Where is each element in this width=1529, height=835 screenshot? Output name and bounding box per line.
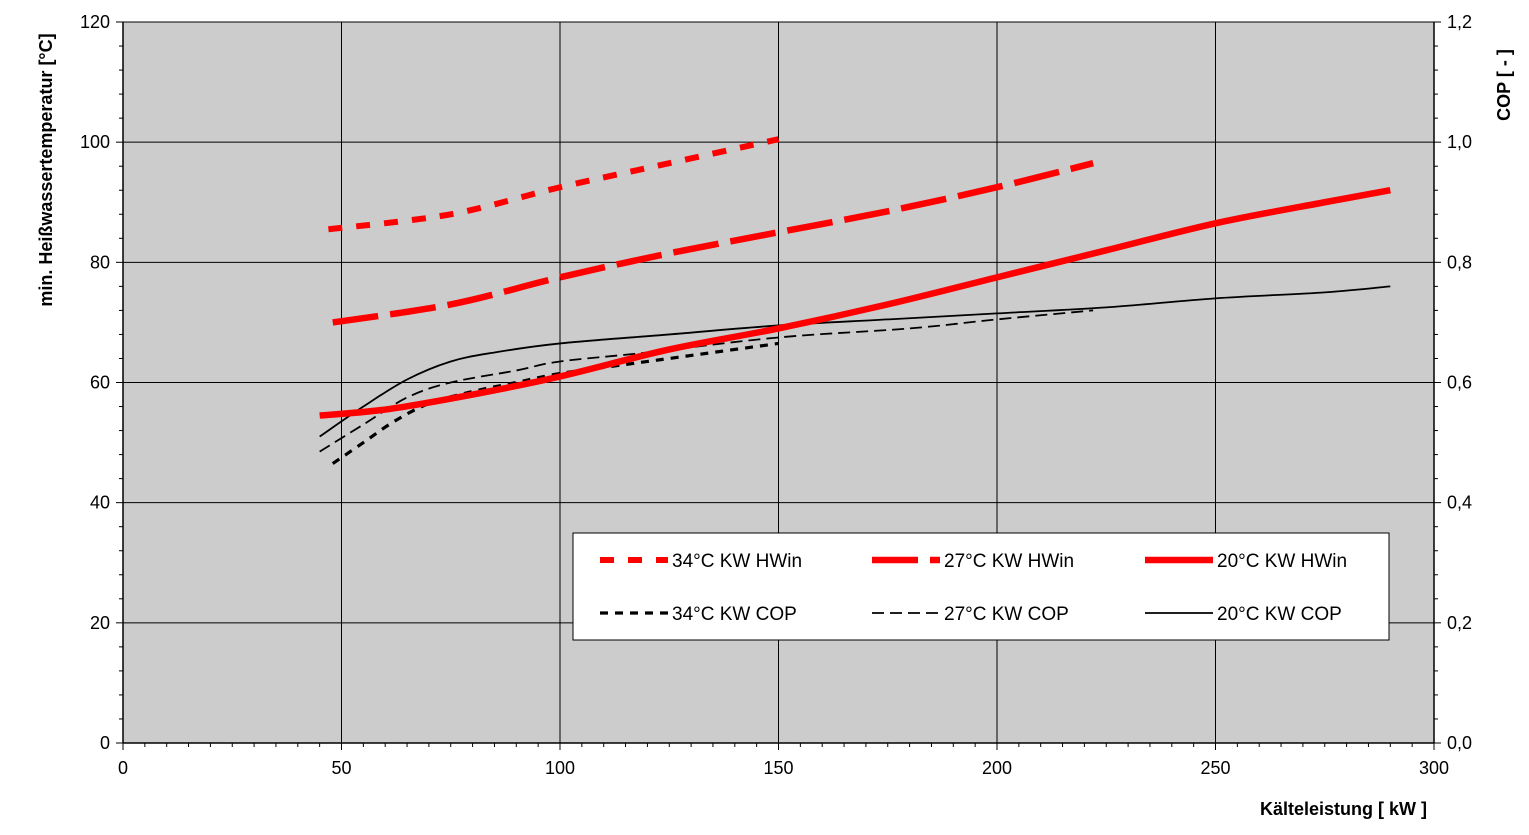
y-left-tick-label: 80	[90, 252, 110, 272]
y-left-tick-label: 120	[80, 12, 110, 32]
series-line-1	[332, 160, 1094, 326]
y-left-tick-label: 40	[90, 493, 110, 513]
y-left-tick-label: 100	[80, 132, 110, 152]
y-right-tick-label: 0,0	[1447, 733, 1472, 753]
y-left-tick-label: 20	[90, 613, 110, 633]
legend-label: 27°C KW COP	[944, 604, 1069, 625]
legend-label: 27°C KW HWin	[944, 551, 1074, 572]
y-right-tick-label: 0,6	[1447, 373, 1472, 393]
x-tick-label: 100	[545, 758, 575, 778]
x-axis-title: Kälteleistung [ kW ]	[1260, 799, 1427, 819]
y-axis-left-title: min. Heißwassertemperatur [°C]	[36, 33, 56, 306]
x-tick-label: 300	[1419, 758, 1449, 778]
x-tick-label: 150	[763, 758, 793, 778]
legend-label: 20°C KW COP	[1217, 604, 1342, 625]
axes	[116, 21, 1441, 750]
legend: 34°C KW HWin 27°C KW HWin 20°C KW HWin 34°C…	[572, 532, 1390, 641]
series-line-2	[319, 187, 1391, 419]
x-tick-label: 200	[982, 758, 1012, 778]
y-left-tick-label: 60	[90, 373, 110, 393]
legend-box	[572, 532, 1390, 641]
series-layer	[319, 136, 1391, 465]
x-tick-label: 50	[331, 758, 351, 778]
legend-label: 34°C KW COP	[672, 604, 797, 625]
y-right-tick-label: 0,8	[1447, 252, 1472, 272]
y-left-tick-label: 0	[100, 733, 110, 753]
legend-label: 34°C KW HWin	[672, 551, 802, 572]
legend-label: 20°C KW HWin	[1217, 551, 1347, 572]
y-right-tick-label: 1,0	[1447, 132, 1472, 152]
series-line-0	[328, 136, 780, 233]
y-right-tick-label: 1,2	[1447, 12, 1472, 32]
y-right-tick-label: 0,4	[1447, 493, 1472, 513]
x-tick-label: 250	[1200, 758, 1230, 778]
tick-labels: 0 50 100 150 200 250 300 0 20 40 60 80 100 120 0,0 0,2 0…	[80, 12, 1472, 778]
y-right-tick-label: 0,2	[1447, 613, 1472, 633]
x-tick-label: 0	[118, 758, 128, 778]
y-axis-right-title: COP [ - ]	[1494, 49, 1514, 121]
